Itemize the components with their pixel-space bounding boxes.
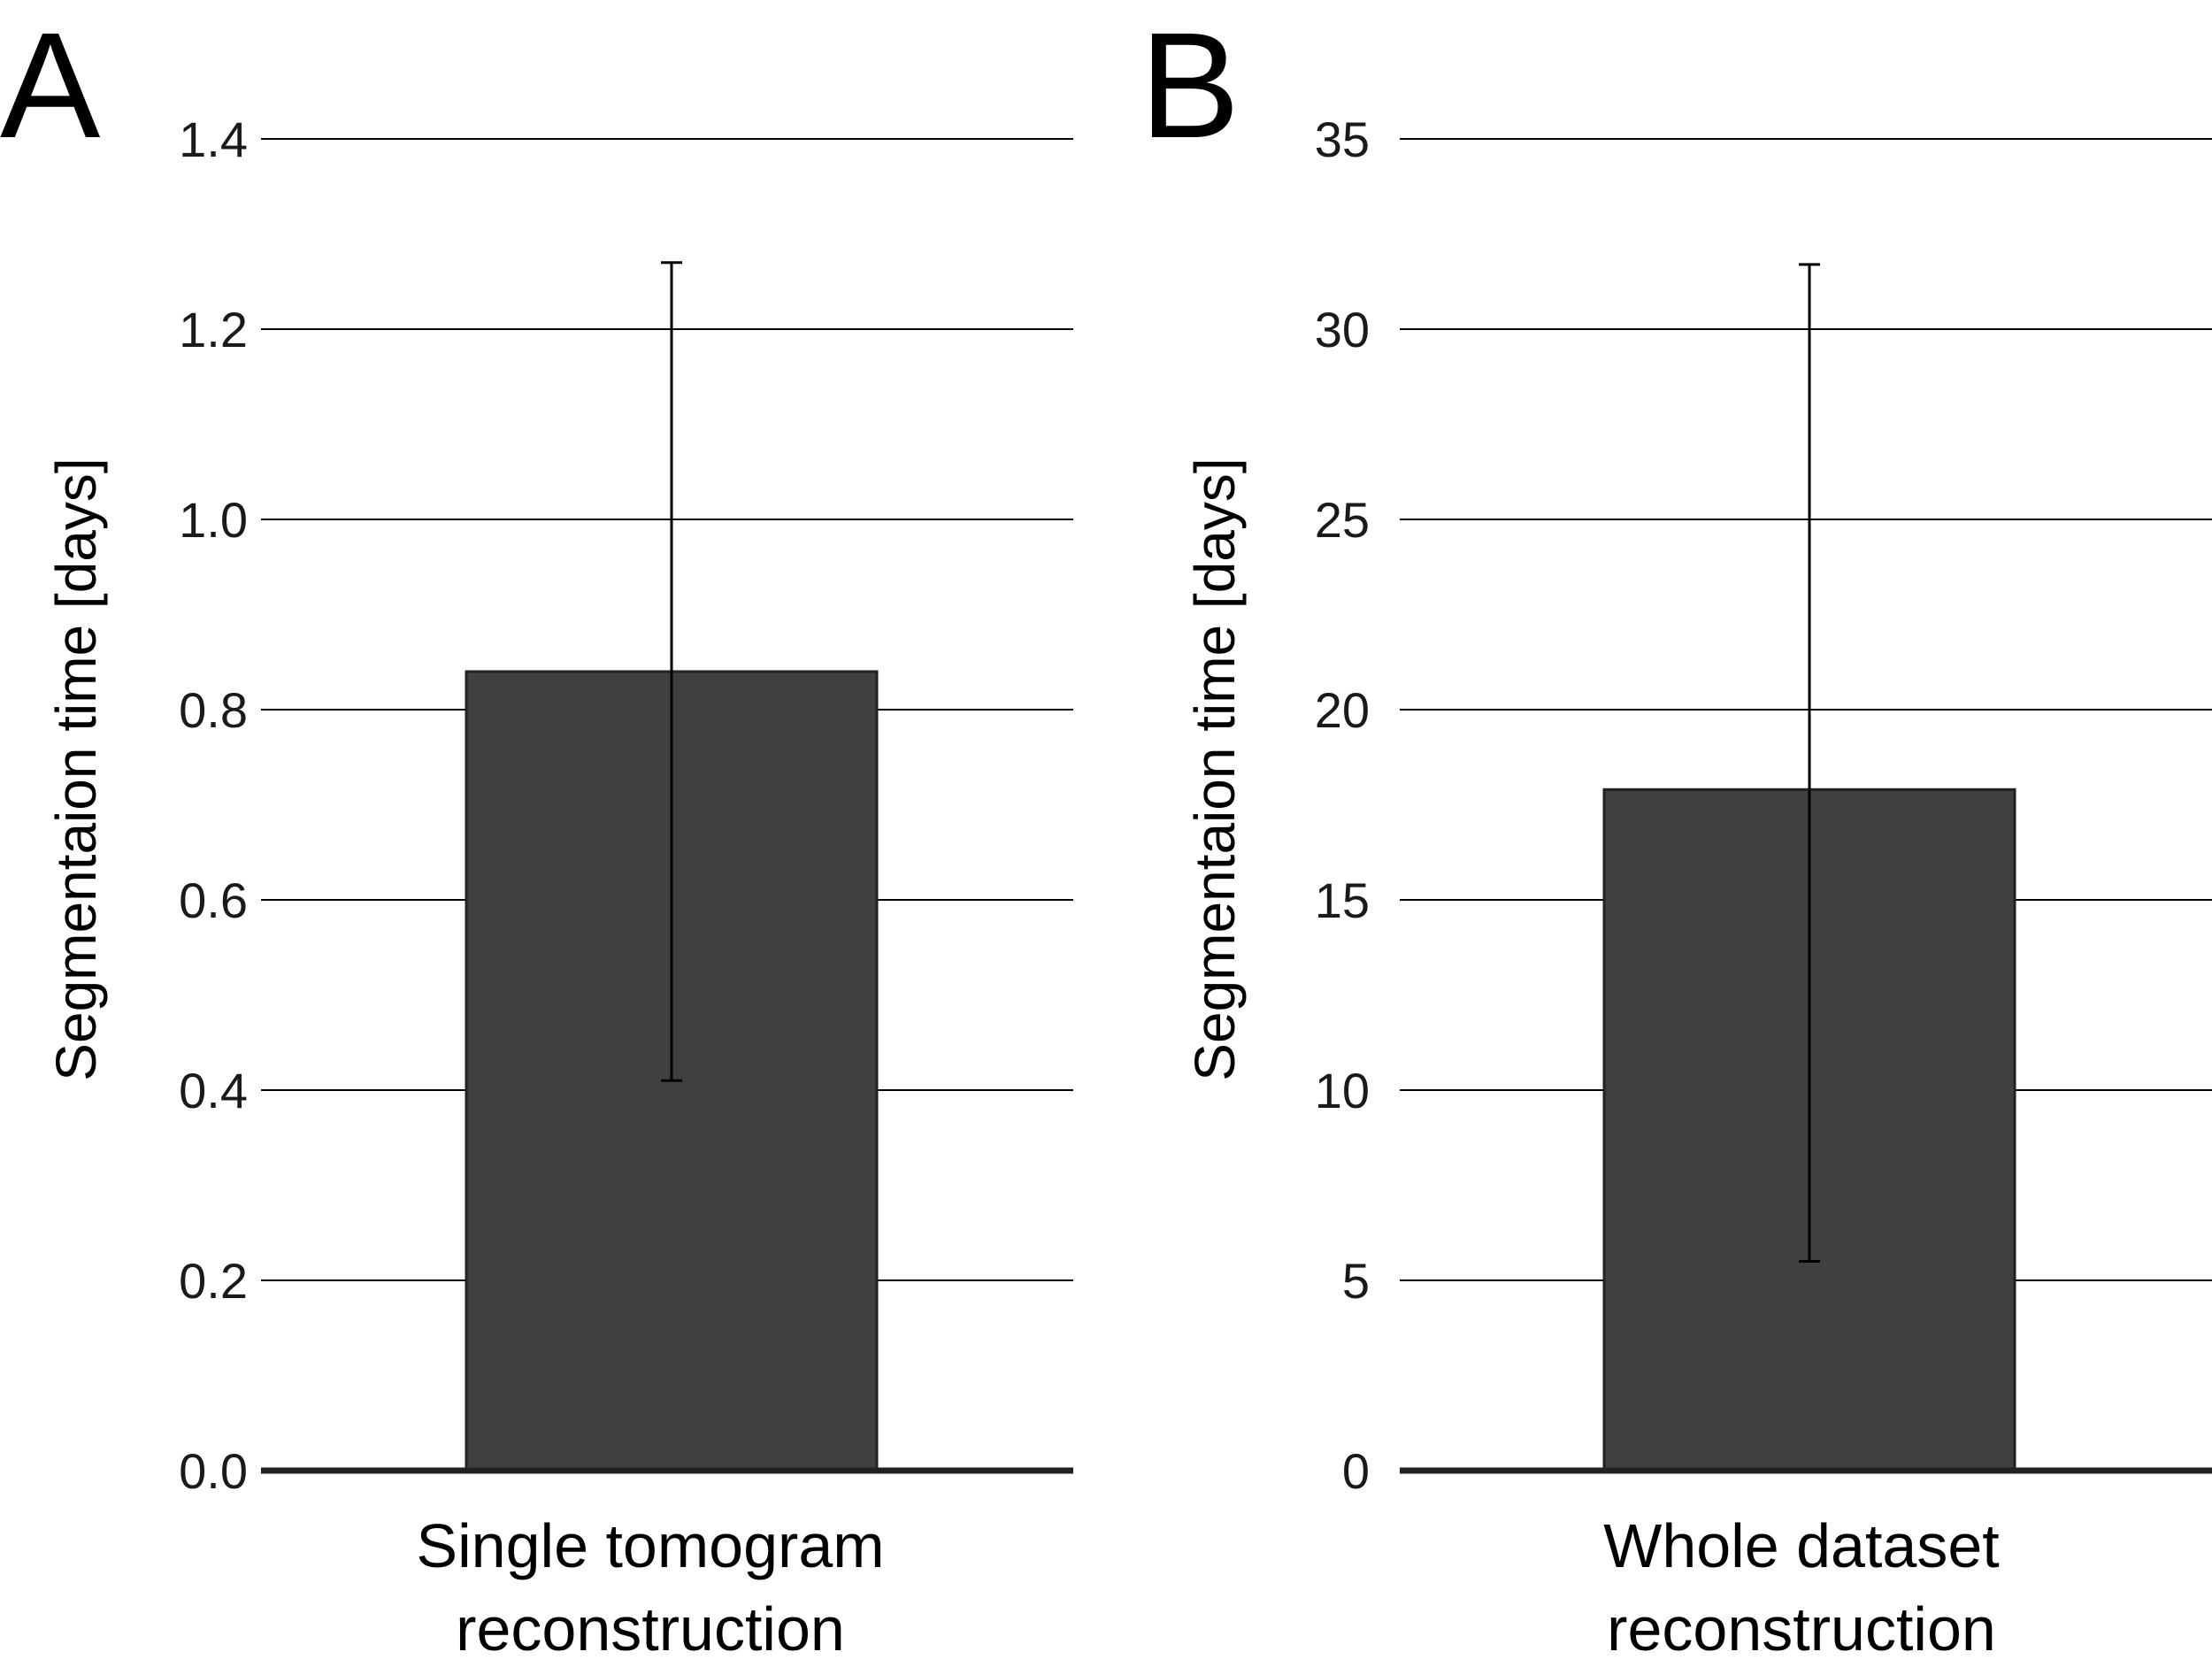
panel-letter: B	[1140, 2, 1240, 170]
y-tick-label: 1.4	[179, 111, 248, 167]
y-axis-title: Segmentaion time [days]	[44, 457, 108, 1080]
y-tick-label: 0.8	[179, 682, 248, 738]
y-tick-label: 5	[1342, 1253, 1370, 1309]
category-label: reconstruction	[456, 1594, 845, 1663]
y-tick-label: 15	[1315, 872, 1370, 928]
y-tick-label: 0.2	[179, 1253, 248, 1309]
y-tick-label: 0	[1342, 1443, 1370, 1499]
y-tick-label: 20	[1315, 682, 1370, 738]
y-tick-label: 1.2	[179, 302, 248, 357]
category-label: Single tomogram	[416, 1511, 884, 1580]
category-label: Whole dataset	[1603, 1511, 1999, 1580]
y-tick-label: 0.4	[179, 1063, 248, 1118]
y-tick-label: 35	[1315, 111, 1370, 167]
panel-b: B 0 5 10 15 20 25 30 35 Whole dataset reconstructi…	[1140, 2, 2212, 1663]
y-tick-label: 10	[1315, 1063, 1370, 1118]
y-tick-label: 30	[1315, 302, 1370, 357]
panel-letter: A	[0, 2, 101, 170]
y-tick-label: 1.0	[179, 492, 248, 548]
y-tick-label: 0.6	[179, 872, 248, 928]
y-axis-title: Segmentaion time [days]	[1183, 457, 1247, 1080]
category-label: reconstruction	[1607, 1594, 1996, 1663]
y-tick-label: 25	[1315, 492, 1370, 548]
y-tick-label: 0.0	[179, 1443, 248, 1499]
panel-a: A 0.0 0.2 0.4 0.6 0.8 1.0 1.2 1.4 Single tomogram…	[0, 2, 1073, 1663]
